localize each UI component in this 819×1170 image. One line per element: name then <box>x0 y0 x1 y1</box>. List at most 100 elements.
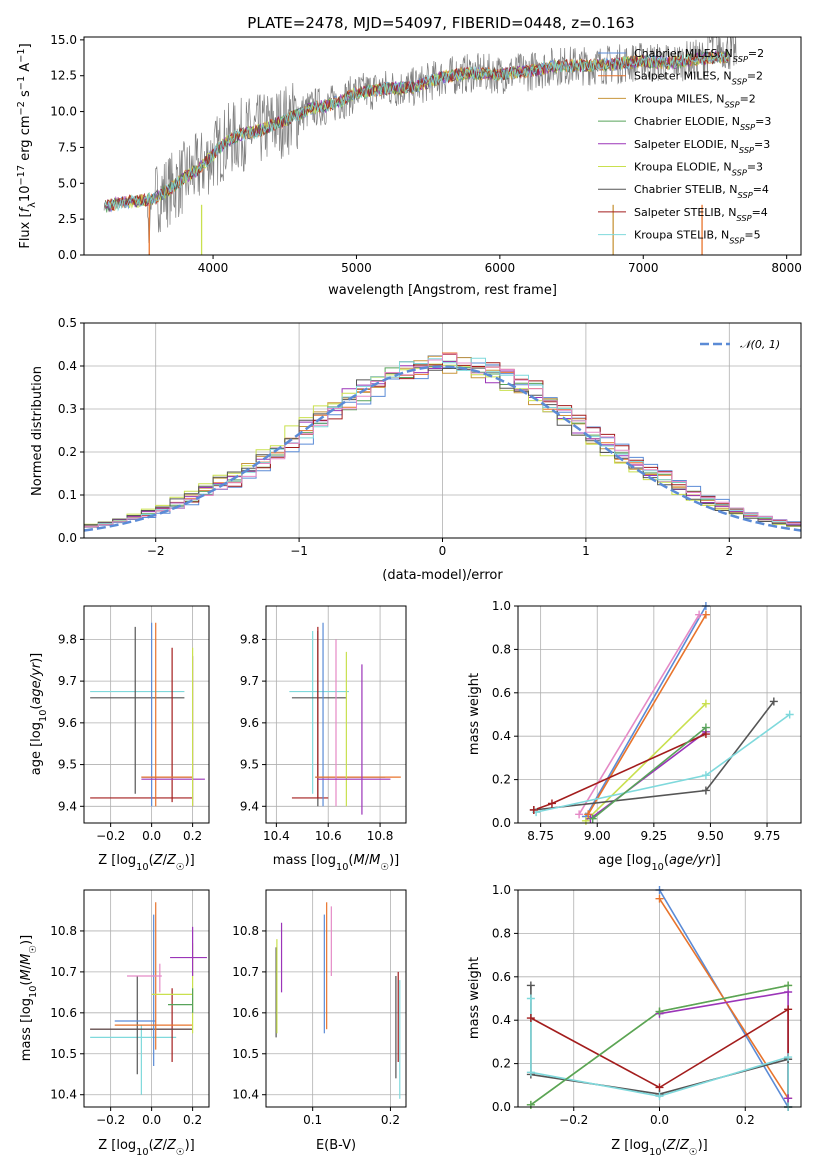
y-tick-label: 0.1 <box>58 488 77 502</box>
panel-massweight_vs_Z: −0.2 0.0 0.2 0.0 0.2 0.4 0.6 0.8 1.0 Z [log10(Z/Z… <box>467 883 802 1158</box>
plot-area <box>90 622 205 807</box>
panel-mass_vs_ebv: 0.1 0.2 10.4 10.5 10.6 10.7 10.8 E(B-V) <box>232 889 407 1153</box>
y-tick-label: 0.6 <box>492 970 511 984</box>
x-tick-label: 0.2 <box>183 829 202 843</box>
y-tick-label: 15.0 <box>50 33 77 47</box>
x-tick-label: 6000 <box>485 261 516 275</box>
axes-frame <box>83 322 802 539</box>
x-axis-label: (data-model)/error <box>382 568 503 583</box>
series-marker <box>784 1053 793 1062</box>
series-marker <box>784 1094 793 1103</box>
y-tick-label: 9.5 <box>240 758 259 772</box>
y-tick-label: 0.3 <box>58 402 77 416</box>
axes-frame <box>517 605 802 824</box>
series-marker <box>526 981 535 990</box>
model-spectrum-4 <box>105 50 729 212</box>
series-marker <box>588 814 597 823</box>
series-line-1 <box>587 614 707 815</box>
plot-area <box>275 902 401 1099</box>
model-spectrum-7 <box>105 51 729 211</box>
y-tick-label: 10.7 <box>232 965 259 979</box>
panel-spectrum: 4000 5000 6000 7000 8000 0.0 2.5 5.0 7.5 10.0 12.5… <box>16 33 802 298</box>
y-axis-label: mass [log10(M/M☉)] <box>19 935 39 1061</box>
axes-frame <box>265 889 407 1108</box>
y-tick-label: 10.8 <box>232 924 259 938</box>
series-marker <box>785 710 794 719</box>
series-marker <box>529 805 538 814</box>
figure-title: PLATE=2478, MJD=54097, FIBERID=0448, z=0… <box>247 14 634 32</box>
x-tick-label: 2 <box>725 544 733 558</box>
y-tick-label: 10.7 <box>50 965 77 979</box>
x-tick-label: 7000 <box>628 261 659 275</box>
x-tick-label: 4000 <box>198 261 229 275</box>
series-marker <box>701 771 710 780</box>
series-line-8 <box>592 726 707 820</box>
y-tick-label: 10.6 <box>232 1006 259 1020</box>
y-axis-label: mass weight <box>467 673 482 755</box>
x-tick-label: 0.0 <box>142 1113 161 1127</box>
x-tick-label: 0.2 <box>183 1113 202 1127</box>
x-tick-label: 0.0 <box>142 829 161 843</box>
series-line-2 <box>578 614 700 815</box>
y-tick-label: 0.8 <box>492 926 511 940</box>
axes-frame <box>83 605 210 824</box>
x-axis-label: Z [log10(Z/Z☉)] <box>98 853 195 873</box>
y-axis-label: Normed distribution <box>30 366 45 496</box>
y-tick-label: 0.6 <box>492 686 511 700</box>
y-tick-label: 0.4 <box>58 359 77 373</box>
y-axis-label: Flux [fλ10−17 erg cm−2 s−1 A−1] <box>16 43 38 248</box>
x-axis-label: wavelength [Angstrom, rest frame] <box>328 283 557 298</box>
x-tick-label: 9.50 <box>697 829 724 843</box>
axes-frame <box>517 889 802 1108</box>
x-tick-label: 1 <box>582 544 590 558</box>
legend-label: Chabrier STELIB, NSSP=4 <box>634 183 769 200</box>
y-tick-label: 9.6 <box>240 716 259 730</box>
legend-label: Salpeter STELIB, NSSP=4 <box>634 206 768 223</box>
plot-area <box>533 606 791 822</box>
normal-curve <box>84 365 801 532</box>
x-tick-label: 0.0 <box>650 1113 669 1127</box>
series-marker <box>784 981 793 990</box>
x-axis-label: Z [log10(Z/Z☉)] <box>611 1138 708 1158</box>
y-tick-label: 1.0 <box>492 599 511 613</box>
y-tick-label: 9.8 <box>58 632 77 646</box>
x-tick-label: 10.4 <box>263 829 290 843</box>
legend-label: Chabrier MILES, NSSP=2 <box>634 47 764 64</box>
x-axis-label: age [log10(age/yr)] <box>598 853 721 873</box>
x-axis-label: E(B-V) <box>316 1138 356 1153</box>
y-tick-label: 0.5 <box>58 316 77 330</box>
series-marker <box>547 799 556 808</box>
y-tick-label: 9.6 <box>58 716 77 730</box>
y-tick-label: 10.8 <box>50 924 77 938</box>
y-tick-label: 2.5 <box>58 212 77 226</box>
y-tick-label: 0.0 <box>58 248 77 262</box>
series-marker <box>526 1014 535 1023</box>
x-tick-label: −2 <box>147 544 165 558</box>
legend-label: Kroupa ELODIE, NSSP=3 <box>634 161 763 178</box>
y-tick-label: 12.5 <box>50 69 77 83</box>
panel-residuals: −2 −1 0 1 2 0.0 0.1 0.2 0.3 0.4 0.5 (data-model)/er… <box>30 316 802 583</box>
x-tick-label: 9.25 <box>640 829 667 843</box>
plot-area <box>289 622 401 815</box>
panel-massweight_vs_age: 8.75 9.00 9.25 9.50 9.75 0.0 0.2 0.4 0.6 0.8 1.0 ag… <box>467 599 802 873</box>
model-spectrum-8 <box>105 50 729 212</box>
y-tick-label: 10.4 <box>232 1088 259 1102</box>
series-line-3 <box>585 703 707 822</box>
axes-frame <box>83 36 802 256</box>
series-marker <box>655 1007 664 1016</box>
x-tick-label: 0.1 <box>303 1113 322 1127</box>
series-marker <box>526 994 535 1003</box>
series-marker <box>655 894 664 903</box>
y-tick-label: 0.2 <box>492 773 511 787</box>
x-tick-label: −0.2 <box>96 1113 125 1127</box>
y-tick-label: 0.8 <box>492 642 511 656</box>
x-tick-label: −0.2 <box>559 1113 588 1127</box>
y-tick-label: 9.5 <box>58 758 77 772</box>
y-tick-label: 0.0 <box>492 816 511 830</box>
y-tick-label: 9.4 <box>58 799 77 813</box>
y-tick-label: 0.0 <box>58 531 77 545</box>
y-tick-label: 9.7 <box>240 674 259 688</box>
legend-label: Chabrier ELODIE, NSSP=3 <box>634 115 771 132</box>
x-tick-label: 9.75 <box>754 829 781 843</box>
